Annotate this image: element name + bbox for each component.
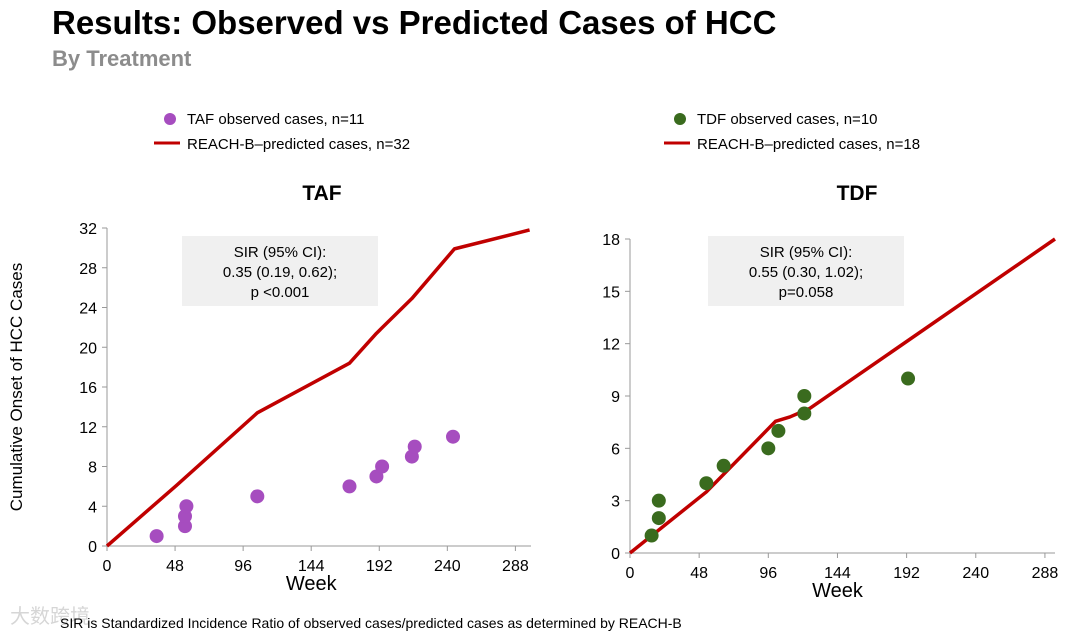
x-tick-label: 0 <box>103 558 112 575</box>
y-tick-label: 9 <box>611 389 620 406</box>
legend-observed-label: TDF observed cases, n=10 <box>697 111 878 128</box>
x-tick-label: 96 <box>234 558 252 575</box>
observed-case-point <box>716 458 731 473</box>
observed-case-point <box>651 493 666 508</box>
x-tick-label: 192 <box>893 565 920 582</box>
predicted-cases-line <box>105 228 531 548</box>
y-tick-label: 12 <box>79 420 97 437</box>
sir-annotation-line: 0.55 (0.30, 1.02); <box>749 264 863 281</box>
observed-case-point <box>407 439 422 454</box>
legend-observed-label: TAF observed cases, n=11 <box>187 111 364 128</box>
y-tick-label: 0 <box>611 546 620 563</box>
y-axis-label: Cumulative Onset of HCC Cases <box>7 263 26 511</box>
legend-predicted-label: REACH-B–predicted cases, n=18 <box>697 136 920 153</box>
sir-annotation-line: SIR (95% CI): <box>234 244 327 261</box>
sir-annotation-line: p <0.001 <box>251 284 310 301</box>
predicted-cases-line <box>628 237 1056 555</box>
y-tick-label: 3 <box>611 494 620 511</box>
x-axis-label: Week <box>812 580 864 602</box>
y-tick-label: 16 <box>79 380 97 397</box>
observed-case-point <box>651 511 666 526</box>
observed-case-point <box>177 519 192 534</box>
x-tick-label: 240 <box>434 558 461 575</box>
sir-annotation-line: SIR (95% CI): <box>760 244 853 261</box>
chart-title: TAF <box>302 182 341 205</box>
x-tick-label: 144 <box>298 558 325 575</box>
observed-case-point <box>179 499 194 514</box>
footnote: SIR is Standardized Incidence Ratio of o… <box>60 615 682 631</box>
x-tick-label: 288 <box>502 558 529 575</box>
y-tick-label: 8 <box>88 460 97 477</box>
page-title: Results: Observed vs Predicted Cases of … <box>52 4 777 41</box>
x-tick-label: 192 <box>366 558 393 575</box>
observed-case-point <box>446 429 461 444</box>
sir-annotation-box <box>182 236 378 306</box>
observed-case-point <box>761 441 776 456</box>
y-tick-label: 20 <box>79 340 97 357</box>
x-tick-label: 240 <box>962 565 989 582</box>
observed-case-point <box>699 476 714 491</box>
y-tick-label: 18 <box>602 232 620 249</box>
sir-annotation-line: p=0.058 <box>779 284 834 301</box>
observed-case-point <box>342 479 357 494</box>
y-tick-label: 15 <box>602 284 620 301</box>
y-tick-label: 12 <box>602 337 620 354</box>
x-axis-label: Week <box>286 573 338 595</box>
observed-case-point <box>149 529 164 544</box>
page-subtitle: By Treatment <box>52 46 192 71</box>
observed-case-point <box>771 423 786 438</box>
x-tick-label: 0 <box>626 565 635 582</box>
chart-title: TDF <box>837 182 878 205</box>
watermark: 大数跨境 <box>10 606 90 628</box>
y-tick-label: 28 <box>79 261 97 278</box>
x-tick-label: 144 <box>824 565 851 582</box>
x-tick-label: 288 <box>1032 565 1059 582</box>
y-tick-label: 4 <box>88 499 97 516</box>
sir-annotation-box <box>708 236 904 306</box>
y-tick-label: 0 <box>88 539 97 556</box>
x-tick-label: 48 <box>690 565 708 582</box>
observed-case-point <box>250 489 265 504</box>
y-tick-label: 32 <box>79 221 97 238</box>
legend-observed-marker <box>164 113 176 125</box>
legend-observed-marker <box>674 113 686 125</box>
observed-case-point <box>797 389 812 403</box>
x-tick-label: 96 <box>759 565 777 582</box>
x-tick-label: 48 <box>166 558 184 575</box>
y-tick-label: 6 <box>611 441 620 458</box>
sir-annotation-line: 0.35 (0.19, 0.62); <box>223 264 337 281</box>
observed-case-point <box>375 459 390 474</box>
legend-predicted-label: REACH-B–predicted cases, n=32 <box>187 136 410 153</box>
observed-case-point <box>797 406 812 421</box>
observed-case-point <box>901 371 916 386</box>
observed-case-point <box>644 528 659 543</box>
y-tick-label: 24 <box>79 301 97 318</box>
